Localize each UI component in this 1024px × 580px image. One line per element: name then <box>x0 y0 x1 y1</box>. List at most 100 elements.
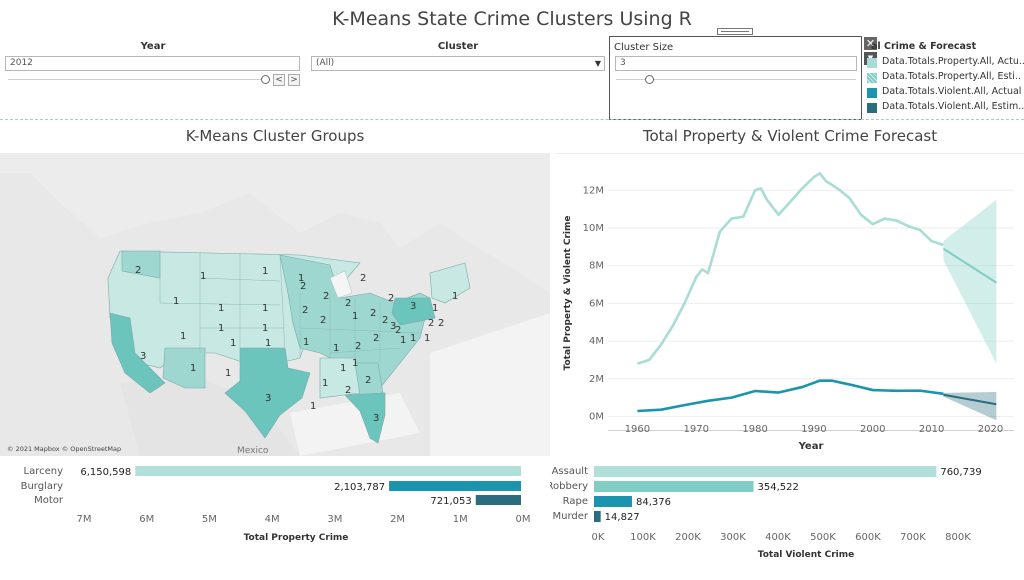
x-tick-label: 0M <box>516 514 531 525</box>
state-cluster-label: 1 <box>333 343 340 354</box>
y-tick-label: 8M <box>589 261 604 272</box>
state-cluster-label: 1 <box>230 338 237 349</box>
state-cluster-label: 2 <box>438 318 445 329</box>
year-slider-track[interactable] <box>8 79 270 80</box>
drag-handle-icon[interactable] <box>717 28 753 35</box>
state-cluster-label: 1 <box>262 303 269 314</box>
state-cluster-label: 1 <box>218 303 225 314</box>
legend-swatch <box>867 103 877 113</box>
x-tick-label: 700K <box>900 532 926 543</box>
close-icon[interactable]: ✕ <box>864 37 877 50</box>
violent-crime-bar-chart[interactable]: Assault 760,739 Robbery 354,522 Rape 84,376 Mu… <box>550 458 1024 578</box>
bar-value-label: 721,053 <box>430 496 471 507</box>
forecast-chart[interactable]: 0M 2M 4M 6M 8M 10M 12M 1960 1970 1980 1990 2000 2010… <box>556 154 1024 457</box>
state-cluster-label: 1 <box>400 335 407 346</box>
state-cluster-label: 2 <box>370 308 377 319</box>
state-cluster-label: 1 <box>262 266 269 277</box>
category-label: Assault <box>552 466 589 477</box>
bar-value-label: 84,376 <box>636 497 671 508</box>
bar[interactable] <box>135 466 521 476</box>
bar[interactable] <box>475 495 521 505</box>
year-next-button[interactable]: > <box>288 74 300 86</box>
state-cluster-label: 2 <box>300 281 307 292</box>
y-tick-label: 12M <box>583 185 604 196</box>
year-input[interactable]: 2012 <box>5 56 300 71</box>
legend-item-property-estimate[interactable]: Data.Totals.Property.All, Esti.. <box>867 71 1024 85</box>
property-crime-bar-chart[interactable]: Larceny 6,150,598 Burglary 2,103,787 Motor 72… <box>0 458 550 578</box>
state-cluster-label: 1 <box>265 338 272 349</box>
category-label: Murder <box>552 511 588 522</box>
state-texas[interactable] <box>224 347 311 439</box>
state-cluster-label: 1 <box>200 271 207 282</box>
x-tick-label: 400K <box>765 532 791 543</box>
bar[interactable] <box>594 481 754 492</box>
state-cluster-label: 1 <box>310 401 317 412</box>
cluster-size-slider-track[interactable] <box>616 79 856 80</box>
bar-value-label: 14,827 <box>605 512 640 523</box>
new-england[interactable] <box>429 262 471 304</box>
great-lakes <box>329 270 353 299</box>
x-tick-label: 2M <box>390 514 405 525</box>
x-tick-label: 300K <box>720 532 746 543</box>
chevron-down-icon: ▼ <box>594 59 601 68</box>
cluster-select[interactable]: (All) ▼ <box>311 56 605 71</box>
x-tick-label: 800K <box>945 532 971 543</box>
cluster-size-panel: Cluster Size 3 <box>609 36 862 120</box>
map-canvas[interactable] <box>0 153 550 456</box>
forecast-band[interactable] <box>943 391 997 421</box>
state-cluster-label: 1 <box>190 363 197 374</box>
cluster-size-input[interactable]: 3 <box>615 56 857 71</box>
series-line[interactable] <box>943 393 997 406</box>
mexico-label: Mexico <box>237 446 269 456</box>
x-tick-label: 600K <box>855 532 881 543</box>
dashboard-title: K-Means State Crime Clusters Using R <box>332 8 692 30</box>
year-prev-button[interactable]: < <box>273 74 285 86</box>
x-tick-label: 3M <box>327 514 342 525</box>
state-new-york[interactable] <box>391 297 436 326</box>
y-tick-label: 4M <box>589 336 604 347</box>
state-cluster-label: 2 <box>345 298 352 309</box>
legend-label: Data.Totals.Violent.All, Estim.. <box>882 101 1024 112</box>
legend-item-property-actual[interactable]: Data.Totals.Property.All, Actu.. <box>867 56 1024 70</box>
state-california[interactable] <box>109 312 166 394</box>
bar[interactable] <box>594 466 937 477</box>
state-cluster-label: 1 <box>352 358 359 369</box>
x-tick-label: 500K <box>810 532 836 543</box>
x-tick-label: 6M <box>139 514 154 525</box>
map-attribution[interactable]: © 2021 Mapbox © OpenStreetMap <box>7 445 122 453</box>
bar[interactable] <box>389 481 521 491</box>
state-cluster-label: 2 <box>323 291 330 302</box>
category-label: Motor <box>34 495 64 506</box>
state-cluster-label: 1 <box>262 323 269 334</box>
forecast-band[interactable] <box>943 199 997 364</box>
series-line[interactable] <box>637 172 944 365</box>
x-tick-label: 5M <box>202 514 217 525</box>
year-filter-label: Year <box>140 41 166 52</box>
year-slider-handle[interactable] <box>261 75 270 84</box>
series-line[interactable] <box>942 247 997 284</box>
state-cluster-label: 1 <box>322 378 329 389</box>
bar[interactable] <box>594 496 632 507</box>
x-tick-label: 1990 <box>801 424 826 435</box>
state-florida[interactable] <box>344 392 386 444</box>
series-line[interactable] <box>637 379 944 413</box>
x-tick-label: 1970 <box>684 424 709 435</box>
bar[interactable] <box>594 511 601 522</box>
state-cluster-label: 1 <box>352 311 359 322</box>
state-cluster-label: 1 <box>298 273 305 284</box>
canada-landmass <box>0 153 550 293</box>
x-axis-title: Total Violent Crime <box>758 550 854 560</box>
x-tick-label: 4M <box>265 514 280 525</box>
state-cluster-label: 1 <box>410 333 417 344</box>
state-cluster-label: 1 <box>180 331 187 342</box>
legend-swatch <box>867 88 877 98</box>
cluster-size-slider-handle[interactable] <box>645 75 654 84</box>
legend-item-violent-actual[interactable]: Data.Totals.Violent.All, Actual <box>867 86 1024 100</box>
state-arizona[interactable] <box>162 347 206 389</box>
legend-item-violent-estimate[interactable]: Data.Totals.Violent.All, Estim.. <box>867 101 1024 115</box>
legend-label: Data.Totals.Property.All, Actu.. <box>882 56 1024 67</box>
cluster-size-label: Cluster Size <box>614 42 674 53</box>
state-cluster-label: 2 <box>320 315 327 326</box>
x-axis-title: Total Property Crime <box>244 533 349 543</box>
